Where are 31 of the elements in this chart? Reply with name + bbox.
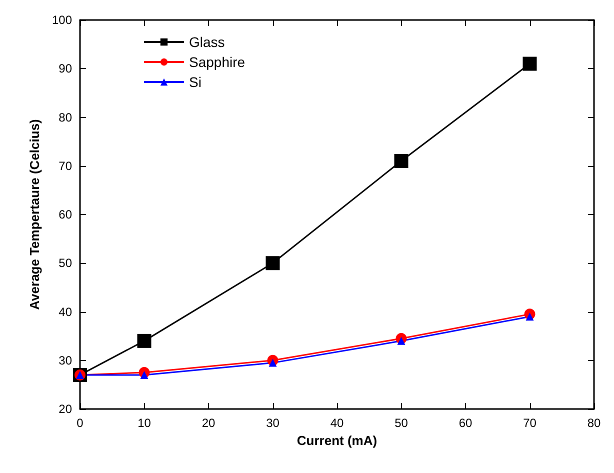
y-tick-label: 90	[58, 62, 72, 76]
x-tick-label: 10	[138, 416, 152, 430]
x-tick-label: 30	[266, 416, 280, 430]
point	[394, 154, 408, 168]
point	[268, 358, 277, 367]
x-tick-label: 70	[523, 416, 537, 430]
y-tick-label: 30	[58, 353, 72, 368]
y-tick-label: 20	[58, 402, 72, 416]
x-tick-label: 0	[76, 416, 84, 430]
point	[397, 336, 406, 345]
y-tick-label: 50	[58, 256, 72, 270]
x-tick-label: 80	[587, 416, 601, 430]
point	[526, 312, 534, 321]
x-tick-label: 50	[394, 416, 408, 430]
y-axis-title: Average Tempertaure (Celcius)	[27, 119, 42, 310]
point	[140, 370, 148, 379]
point	[137, 334, 152, 348]
x-tick-label: 60	[458, 416, 472, 430]
legend-label: Glass	[189, 34, 225, 50]
y-tick-label: 60	[58, 208, 72, 222]
x-axis-title: Current (mA)	[296, 432, 378, 448]
x-tick-label: 40	[330, 416, 344, 430]
point	[266, 256, 280, 270]
y-tick-label: 80	[58, 110, 72, 124]
y-tick-label: 40	[58, 304, 72, 319]
point	[522, 56, 537, 71]
legend-label: Si	[189, 74, 202, 90]
y-tick-label: 100	[52, 13, 72, 27]
legend-label: Sapphire	[189, 54, 246, 70]
y-tick-label: 70	[58, 158, 72, 173]
x-tick-label: 20	[202, 416, 216, 430]
